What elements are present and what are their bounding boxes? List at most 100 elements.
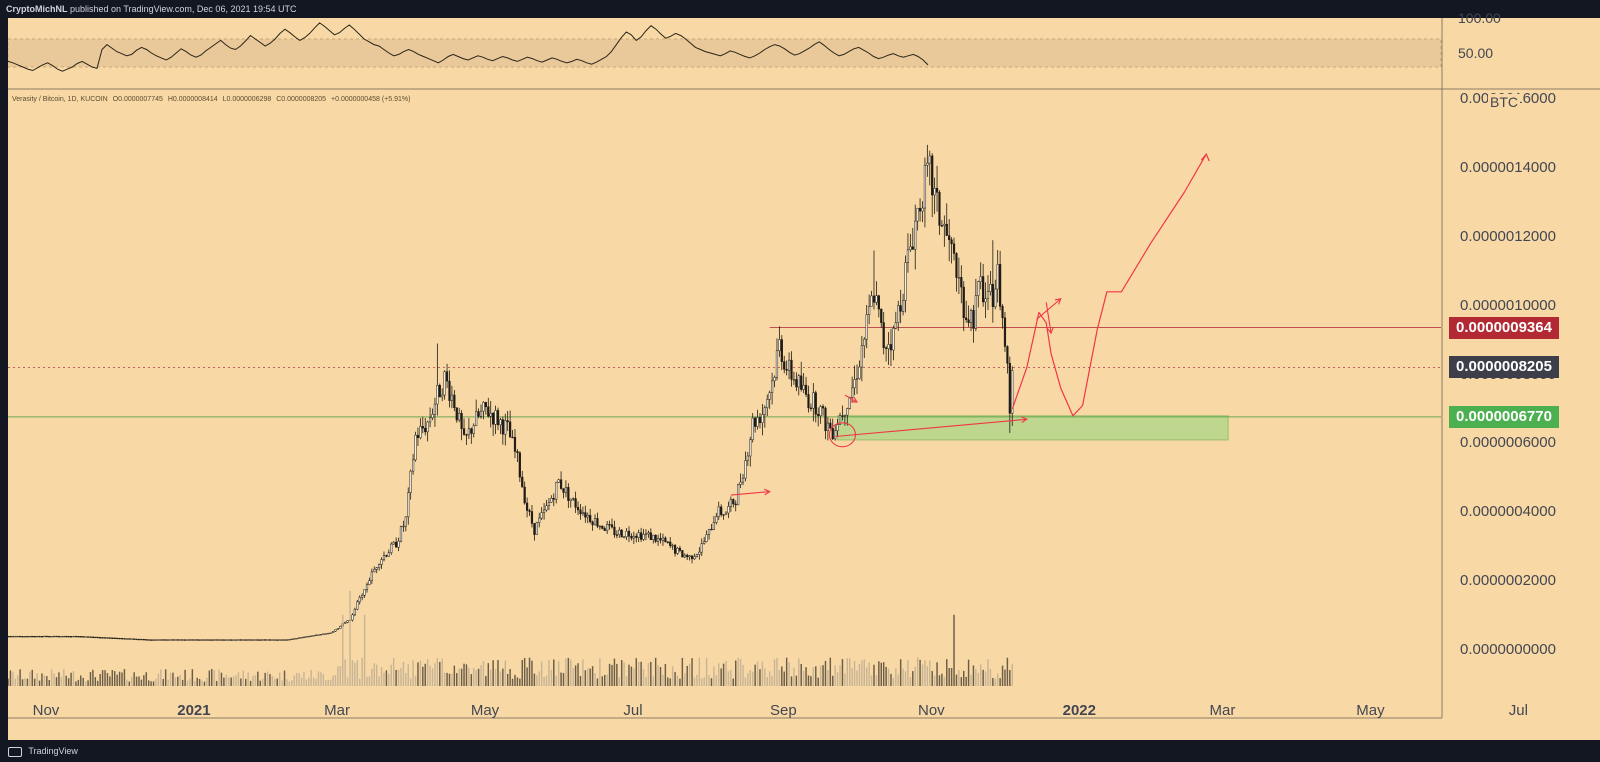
volume-bar <box>14 678 17 686</box>
volume-bar <box>684 673 686 686</box>
volume-bar <box>448 673 451 686</box>
chart-area[interactable]: Verasity / Bitcoin, 1D, KUCOIN O0.000000… <box>8 10 1600 740</box>
candle-body <box>821 406 825 409</box>
candle-body <box>511 436 514 439</box>
volume-bar <box>300 677 303 686</box>
price-tag-last[interactable]: 0.0000008205 <box>1449 356 1559 379</box>
volume-bar <box>793 667 795 686</box>
candle-body <box>133 638 136 640</box>
volume-bar <box>584 670 587 686</box>
volume-bar <box>572 667 574 686</box>
candle-body <box>336 628 339 630</box>
annotation-arrow-1-head <box>763 488 771 496</box>
volume-bar <box>776 657 778 686</box>
candle-body <box>758 417 762 424</box>
candle-body <box>65 635 68 638</box>
candle-body <box>281 639 284 641</box>
volume-bar <box>713 666 715 686</box>
volume-bar <box>948 668 950 686</box>
volume-bar <box>994 678 996 686</box>
volume-bar <box>565 658 567 686</box>
candle-body <box>962 286 965 319</box>
volume-bar <box>538 671 540 686</box>
candle-body <box>841 415 844 417</box>
candle-body <box>424 427 427 433</box>
candle-body <box>387 552 390 557</box>
candle-body <box>103 637 107 639</box>
candle-body <box>220 639 223 641</box>
volume-bar <box>266 671 269 686</box>
volume-bar <box>817 677 819 686</box>
candle-body <box>94 636 97 639</box>
volume-bar <box>101 670 104 686</box>
volume-bar <box>516 677 519 686</box>
candle-body <box>111 637 114 639</box>
volume-bar <box>97 680 99 686</box>
candle-body <box>368 580 371 585</box>
time-tick-8: Mar <box>1209 702 1236 719</box>
volume-bar <box>152 681 155 686</box>
candle-body <box>145 639 148 641</box>
volume-bar <box>844 673 846 686</box>
volume-bar <box>65 675 67 686</box>
price-tag-resistance[interactable]: 0.0000009364 <box>1449 316 1559 339</box>
candle-body <box>649 532 652 540</box>
candle-body <box>542 509 546 513</box>
volume-bar <box>8 678 9 686</box>
candle-body <box>38 635 41 638</box>
candle-body <box>322 633 325 635</box>
candle-body <box>931 155 934 196</box>
price-tag-support[interactable]: 0.0000006770 <box>1449 405 1559 428</box>
candle-body <box>96 636 99 639</box>
author-name[interactable]: CryptoMichNL <box>6 4 68 14</box>
candle-body <box>538 517 541 523</box>
candle-body <box>125 638 128 640</box>
candle-body <box>911 246 914 250</box>
candle-body <box>843 414 846 417</box>
candle-body <box>458 413 461 421</box>
chart-canvas[interactable] <box>8 18 1600 740</box>
volume-bar <box>261 678 264 686</box>
volume-bar <box>887 668 890 686</box>
candle-body <box>407 492 410 518</box>
candle-body <box>198 639 201 641</box>
candle-body <box>130 638 133 640</box>
candle-body <box>632 535 635 539</box>
volume-bar <box>620 660 623 686</box>
volume-bar <box>764 668 766 686</box>
annotation-arrow-4 <box>1036 298 1062 320</box>
candle-body <box>436 385 439 405</box>
volume-bar <box>970 675 972 686</box>
volume-bar <box>601 676 604 686</box>
candle-body <box>193 639 196 641</box>
volume-bar <box>557 661 560 686</box>
volume-bar <box>899 659 902 686</box>
candle-body <box>438 385 441 398</box>
candle-body <box>196 639 199 641</box>
candle-body <box>773 377 776 382</box>
candle-body <box>569 498 572 501</box>
candle-body <box>297 637 301 639</box>
candle-body <box>707 528 711 535</box>
volume-bar <box>902 668 904 686</box>
volume-bar <box>681 657 684 686</box>
candle-body <box>819 406 822 416</box>
volume-bar <box>725 661 727 686</box>
volume-bar <box>739 658 742 686</box>
candle-body <box>613 526 616 535</box>
volume-bar <box>94 677 97 686</box>
volume-bar <box>497 660 499 686</box>
volume-bar <box>373 663 376 686</box>
price-tick-7: 0.0000002000 <box>1460 572 1556 590</box>
footer-brand[interactable]: TradingView <box>28 746 78 756</box>
candle-body <box>300 637 303 639</box>
volume-bar <box>996 673 999 686</box>
volume-bar <box>587 668 589 686</box>
candle-body <box>683 554 686 558</box>
volume-bar <box>346 677 349 686</box>
candle-body <box>642 534 645 540</box>
candle-body <box>846 408 849 416</box>
volume-bar <box>858 663 861 686</box>
candle-body <box>972 310 975 329</box>
candle-body <box>186 639 189 641</box>
